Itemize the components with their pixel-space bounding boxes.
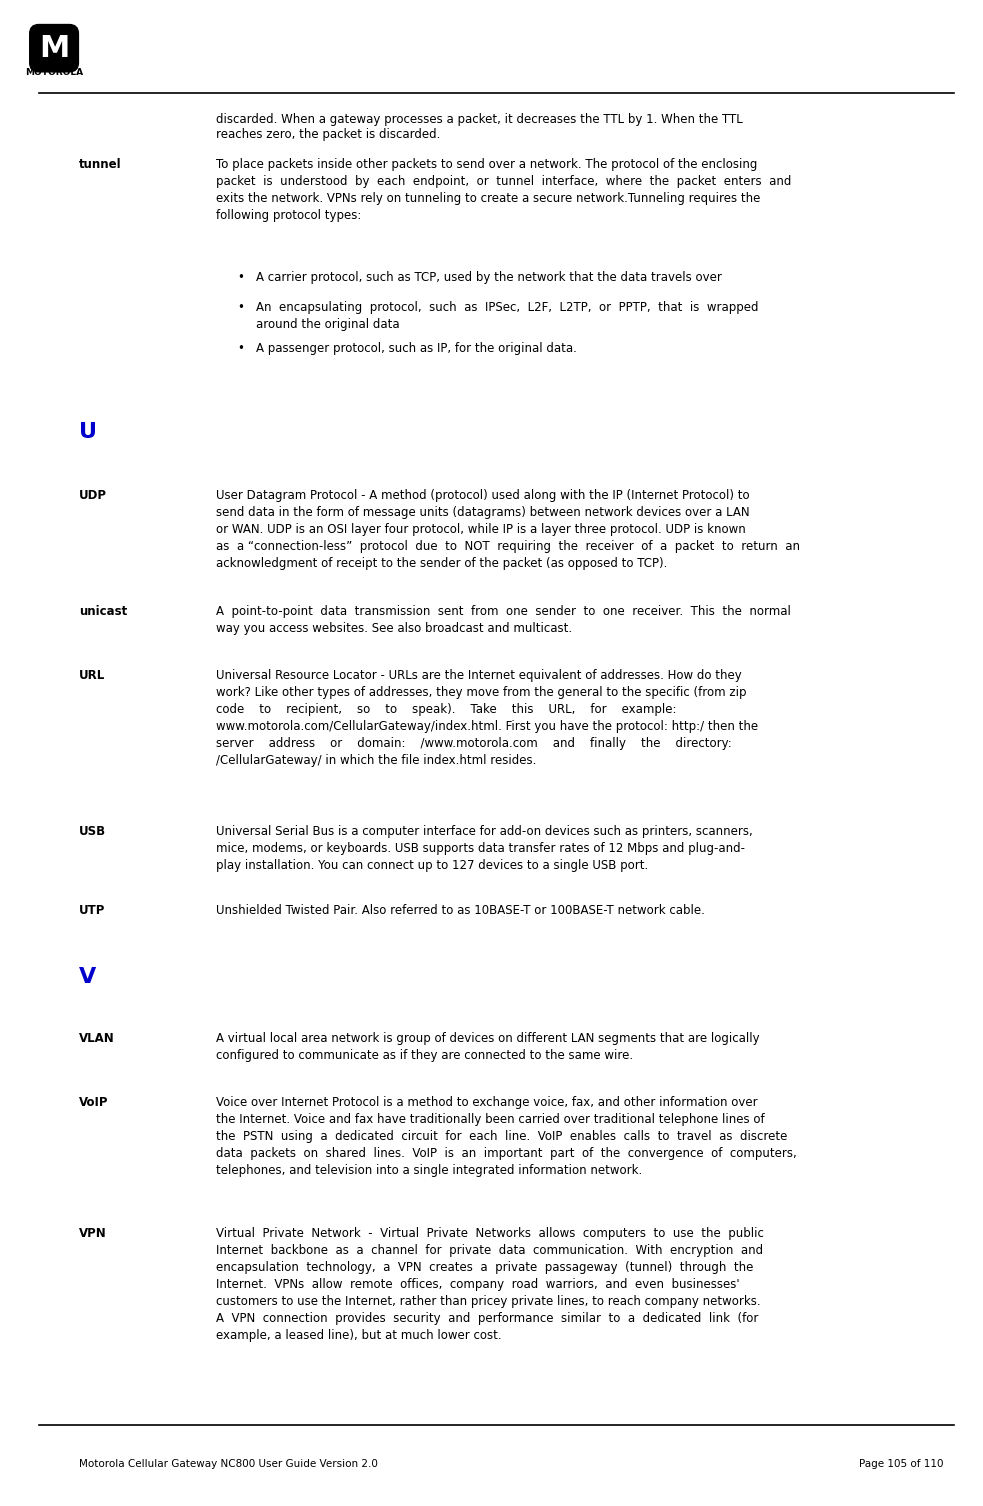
Text: VoIP: VoIP	[79, 1096, 108, 1110]
Text: An  encapsulating  protocol,  such  as  IPSec,  L2F,  L2TP,  or  PPTP,  that  is: An encapsulating protocol, such as IPSec…	[256, 301, 758, 331]
Text: Universal Resource Locator - URLs are the Internet equivalent of addresses. How : Universal Resource Locator - URLs are th…	[216, 669, 759, 767]
Text: Voice over Internet Protocol is a method to exchange voice, fax, and other infor: Voice over Internet Protocol is a method…	[216, 1096, 797, 1178]
Text: U: U	[79, 422, 96, 441]
Text: USB: USB	[79, 825, 106, 839]
Text: Motorola Cellular Gateway NC800 User Guide Version 2.0: Motorola Cellular Gateway NC800 User Gui…	[79, 1459, 377, 1468]
Text: VLAN: VLAN	[79, 1032, 114, 1045]
Text: tunnel: tunnel	[79, 158, 121, 172]
Text: A passenger protocol, such as IP, for the original data.: A passenger protocol, such as IP, for th…	[256, 342, 576, 355]
Text: VPN: VPN	[79, 1227, 106, 1241]
Text: MOTOROLA: MOTOROLA	[25, 68, 84, 77]
Text: User Datagram Protocol - A method (protocol) used along with the IP (Internet Pr: User Datagram Protocol - A method (proto…	[216, 489, 800, 571]
Text: Unshielded Twisted Pair. Also referred to as 10BASE-T or 100BASE-T network cable: Unshielded Twisted Pair. Also referred t…	[216, 904, 705, 917]
Text: Page 105 of 110: Page 105 of 110	[859, 1459, 944, 1468]
Text: A  point-to-point  data  transmission  sent  from  one  sender  to  one  receive: A point-to-point data transmission sent …	[216, 605, 791, 636]
Text: UTP: UTP	[79, 904, 105, 917]
Text: A virtual local area network is group of devices on different LAN segments that : A virtual local area network is group of…	[216, 1032, 760, 1062]
Text: URL: URL	[79, 669, 105, 682]
Text: unicast: unicast	[79, 605, 127, 619]
Text: discarded. When a gateway processes a packet, it decreases the TTL by 1. When th: discarded. When a gateway processes a pa…	[216, 113, 743, 142]
Text: M: M	[39, 33, 69, 63]
Text: •: •	[238, 342, 244, 355]
Text: •: •	[238, 301, 244, 315]
Text: To place packets inside other packets to send over a network. The protocol of th: To place packets inside other packets to…	[216, 158, 791, 221]
Text: Universal Serial Bus is a computer interface for add-on devices such as printers: Universal Serial Bus is a computer inter…	[216, 825, 753, 872]
Text: A carrier protocol, such as TCP, used by the network that the data travels over: A carrier protocol, such as TCP, used by…	[256, 271, 722, 285]
Text: Virtual  Private  Network  -  Virtual  Private  Networks  allows  computers  to : Virtual Private Network - Virtual Privat…	[216, 1227, 764, 1342]
Text: V: V	[79, 967, 96, 986]
Text: •: •	[238, 271, 244, 285]
Text: UDP: UDP	[79, 489, 106, 503]
